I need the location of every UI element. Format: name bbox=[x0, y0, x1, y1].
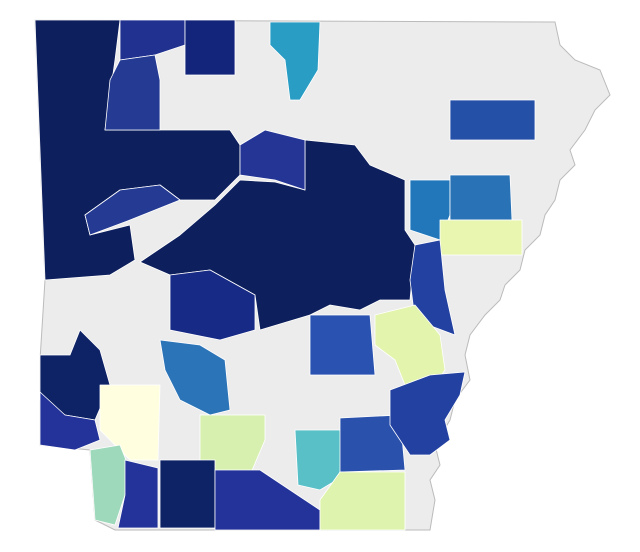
county bbox=[119, 19, 186, 61]
county bbox=[409, 239, 456, 336]
county bbox=[269, 21, 321, 101]
county bbox=[319, 471, 406, 531]
county bbox=[139, 139, 416, 331]
county bbox=[39, 391, 101, 451]
county bbox=[239, 129, 306, 191]
county bbox=[389, 371, 466, 456]
county bbox=[84, 184, 181, 236]
county bbox=[309, 314, 376, 376]
county bbox=[159, 339, 231, 416]
county bbox=[439, 219, 523, 256]
county bbox=[159, 459, 216, 529]
county bbox=[117, 459, 159, 529]
county bbox=[184, 19, 236, 76]
county bbox=[169, 269, 256, 341]
county bbox=[99, 384, 161, 461]
county bbox=[339, 414, 406, 473]
counties bbox=[34, 19, 536, 531]
county bbox=[449, 99, 536, 141]
county bbox=[449, 174, 513, 221]
county bbox=[104, 54, 161, 131]
